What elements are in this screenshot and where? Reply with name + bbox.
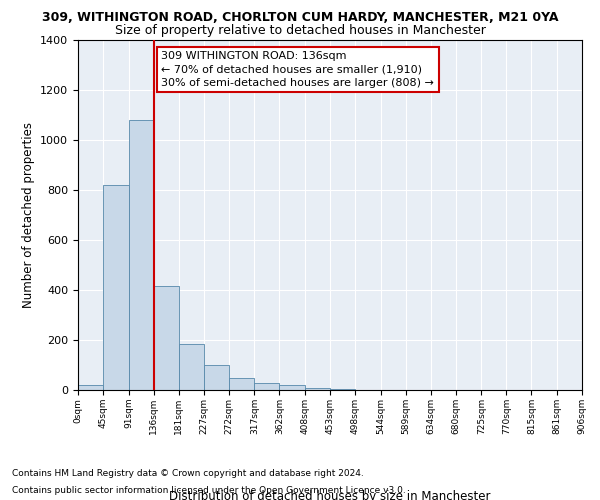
- Bar: [305, 388, 330, 390]
- Bar: [330, 389, 355, 390]
- Bar: [254, 382, 280, 390]
- Text: Contains HM Land Registry data © Crown copyright and database right 2024.: Contains HM Land Registry data © Crown c…: [12, 468, 364, 477]
- Text: Contains public sector information licensed under the Open Government Licence v3: Contains public sector information licen…: [12, 486, 406, 495]
- Bar: [229, 378, 254, 390]
- Bar: [103, 185, 128, 390]
- Bar: [204, 365, 229, 390]
- Bar: [128, 120, 154, 390]
- Y-axis label: Number of detached properties: Number of detached properties: [22, 122, 35, 308]
- Text: 309 WITHINGTON ROAD: 136sqm
← 70% of detached houses are smaller (1,910)
30% of : 309 WITHINGTON ROAD: 136sqm ← 70% of det…: [161, 52, 434, 88]
- Bar: [280, 385, 305, 390]
- Bar: [78, 385, 103, 390]
- Text: 309, WITHINGTON ROAD, CHORLTON CUM HARDY, MANCHESTER, M21 0YA: 309, WITHINGTON ROAD, CHORLTON CUM HARDY…: [42, 11, 558, 24]
- Text: Size of property relative to detached houses in Manchester: Size of property relative to detached ho…: [115, 24, 485, 37]
- Bar: [154, 286, 179, 390]
- Bar: [179, 344, 204, 390]
- X-axis label: Distribution of detached houses by size in Manchester: Distribution of detached houses by size …: [169, 490, 491, 500]
